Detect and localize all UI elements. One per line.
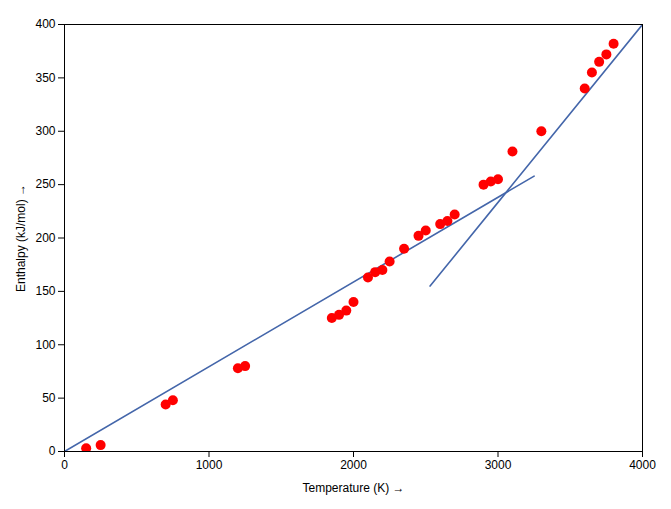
svg-text:0: 0 [61, 458, 68, 472]
svg-text:200: 200 [35, 231, 55, 245]
svg-text:Temperature (K) →: Temperature (K) → [302, 481, 404, 495]
svg-text:Enthalpy (kJ/mol) →: Enthalpy (kJ/mol) → [14, 184, 28, 292]
svg-text:2000: 2000 [340, 458, 367, 472]
svg-text:0: 0 [49, 444, 56, 458]
svg-text:250: 250 [35, 177, 55, 191]
svg-text:4000: 4000 [629, 458, 656, 472]
svg-text:400: 400 [35, 17, 55, 31]
svg-text:350: 350 [35, 71, 55, 85]
svg-text:3000: 3000 [485, 458, 512, 472]
svg-text:300: 300 [35, 124, 55, 138]
svg-text:100: 100 [35, 338, 55, 352]
svg-text:150: 150 [35, 284, 55, 298]
svg-text:1000: 1000 [196, 458, 223, 472]
svg-text:50: 50 [42, 391, 56, 405]
